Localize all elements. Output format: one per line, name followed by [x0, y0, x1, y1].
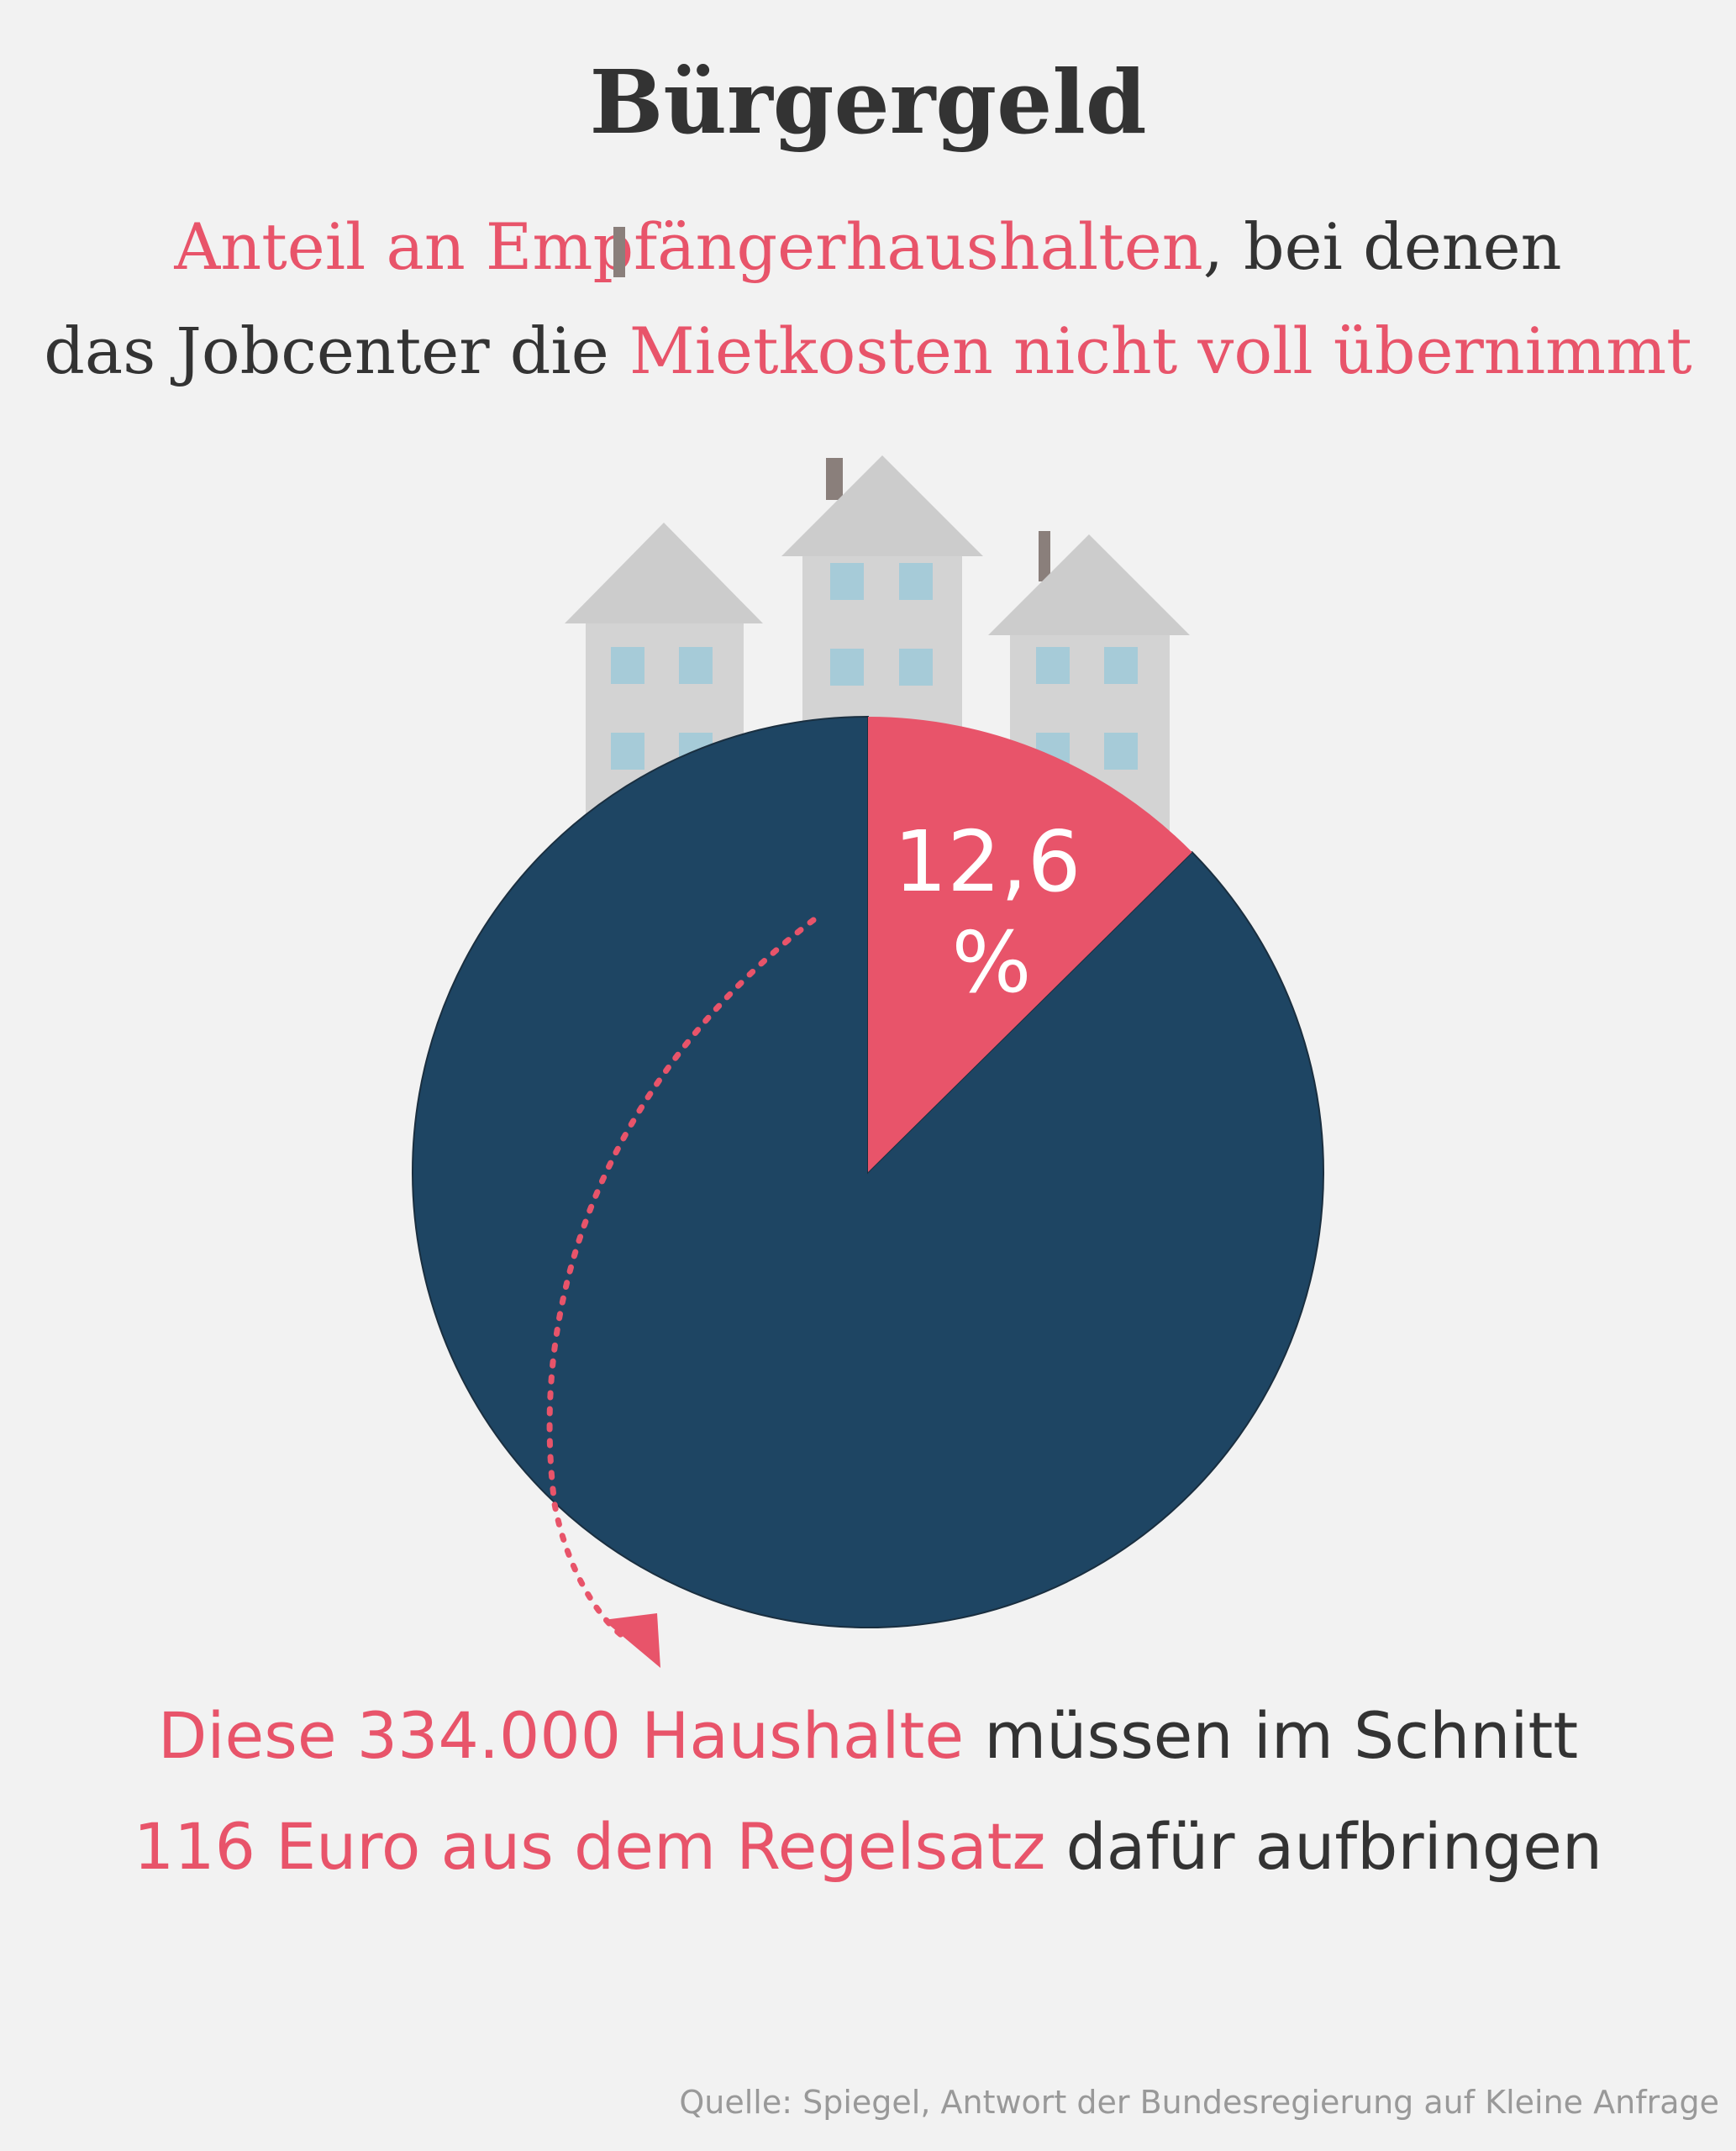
- caption-line-2: 116 Euro aus dem Regelsatz dafür aufbrin…: [0, 1791, 1736, 1902]
- chart-title: Bürgergeld: [589, 50, 1147, 154]
- subtitle-text-1: , bei denen: [1202, 209, 1562, 284]
- pie-slice-0: [868, 717, 1192, 1172]
- caption-highlight-households: Diese 334.000 Haushalte: [157, 1698, 965, 1773]
- pie-slices: [412, 715, 1324, 1628]
- subtitle-line-1: Anteil an Empfängerhaushalten, bei denen: [0, 195, 1736, 299]
- pie-slice-1: [412, 715, 1324, 1628]
- pie-label-unit: %: [951, 913, 1031, 1012]
- caption-text-2: dafür aufbringen: [1045, 1809, 1603, 1884]
- dotted-arrow-icon: [546, 917, 817, 1668]
- chart-subtitle: Anteil an Empfängerhaushalten, bei denen…: [0, 195, 1736, 403]
- caption-highlight-amount: 116 Euro aus dem Regelsatz: [133, 1809, 1046, 1884]
- subtitle-line-2: das Jobcenter die Mietkosten nicht voll …: [0, 299, 1736, 403]
- pie-label-value: 12,6: [894, 813, 1081, 911]
- chart-caption: Diese 334.000 Haushalte müssen im Schnit…: [0, 1680, 1736, 1902]
- subtitle-highlight-share: Anteil an Empfängerhaushalten: [174, 209, 1203, 284]
- subtitle-highlight-rent: Mietkosten nicht voll übernimmt: [629, 313, 1692, 388]
- subtitle-text-2: das Jobcenter die: [44, 313, 629, 388]
- caption-text-1: müssen im Schnitt: [964, 1698, 1579, 1773]
- source-note: Quelle: Spiegel, Antwort der Bundesregie…: [679, 2084, 1719, 2121]
- caption-line-1: Diese 334.000 Haushalte müssen im Schnit…: [0, 1680, 1736, 1791]
